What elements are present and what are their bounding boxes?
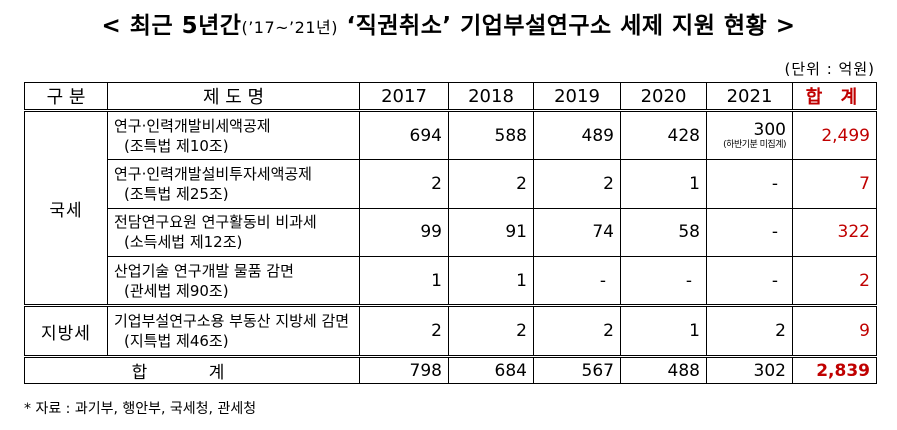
value-2019: - xyxy=(533,255,621,307)
system-law: (조특법 제25조) xyxy=(124,185,229,204)
value-2021: - xyxy=(706,255,793,307)
value-2018: 2 xyxy=(448,304,534,357)
system-law: (조특법 제10조) xyxy=(124,136,229,155)
header-year-2020: 2020 xyxy=(620,82,707,112)
system-name-cell: 산업기술 연구개발 물품 감면 (관세법 제90조) xyxy=(107,255,360,307)
value-2021: 2 xyxy=(706,304,793,357)
system-name: 전담연구요원 연구활동비 비과세 xyxy=(114,213,317,232)
value-2020: - xyxy=(620,255,707,307)
system-name: 연구·인력개발설비투자세액공제 xyxy=(114,165,312,184)
value-2021: - xyxy=(706,207,793,257)
system-name: 산업기술 연구개발 물품 감면 xyxy=(114,261,294,280)
value-2020: 1 xyxy=(620,304,707,357)
sum-total: 2,839 xyxy=(792,355,877,384)
value-2017: 694 xyxy=(359,109,449,161)
sum-2020: 488 xyxy=(620,355,707,384)
title-suffix: ‘직권취소’ 기업부설연구소 세제 지원 현황 > xyxy=(337,13,796,39)
value-2021: 300 xyxy=(753,120,786,141)
value-2021-note: (하반기분 미집계) xyxy=(723,140,786,151)
value-2020: 58 xyxy=(620,207,707,257)
table-row: 국세 연구·인력개발비세액공제 (조특법 제10조) 694 588 489 4… xyxy=(24,109,877,307)
tax-support-table: 구 분 제 도 명 2017 2018 2019 2020 2021 합 계 국… xyxy=(24,82,877,384)
source-note: * 자료 : 과기부, 행안부, 국세청, 관세청 xyxy=(24,401,257,417)
sum-label: 합 계 xyxy=(24,355,360,384)
value-2018: 1 xyxy=(448,255,534,307)
value-total: 7 xyxy=(792,159,877,209)
system-name-cell: 전담연구요원 연구활동비 비과세 (소득세법 제12조) xyxy=(107,207,360,257)
title-prefix: < 최근 5년간 xyxy=(101,13,242,39)
table-row: 전담연구요원 연구활동비 비과세 (소득세법 제12조) 99 91 74 58… xyxy=(25,207,877,257)
category-local-tax: 지방세 xyxy=(24,304,108,357)
value-2018: 2 xyxy=(448,159,534,209)
value-2018: 588 xyxy=(448,109,534,161)
sum-2018: 684 xyxy=(448,355,534,384)
value-2019: 2 xyxy=(533,159,621,209)
value-2020: 1 xyxy=(620,159,707,209)
header-system: 제 도 명 xyxy=(107,82,360,112)
value-2017: 99 xyxy=(359,207,449,257)
sum-2019: 567 xyxy=(533,355,621,384)
header-year-2018: 2018 xyxy=(448,82,534,112)
system-name-cell: 기업부설연구소용 부동산 지방세 감면 (지특법 제46조) xyxy=(107,304,360,357)
table-row: 연구·인력개발설비투자세액공제 (조특법 제25조) 2 2 2 1 - 7 xyxy=(25,159,877,209)
system-name: 기업부설연구소용 부동산 지방세 감면 xyxy=(114,312,350,331)
value-2021-cell: 300 (하반기분 미집계) xyxy=(706,109,793,161)
system-law: (지특법 제46조) xyxy=(124,332,229,351)
sum-2017: 798 xyxy=(359,355,449,384)
value-2020: 428 xyxy=(620,109,707,161)
header-row: 구 분 제 도 명 2017 2018 2019 2020 2021 합 계 xyxy=(24,82,877,112)
title-period: (’17~’21년) xyxy=(241,18,338,37)
category-national-tax: 국세 xyxy=(24,109,108,307)
value-2021: - xyxy=(706,159,793,209)
table-row: 산업기술 연구개발 물품 감면 (관세법 제90조) 1 1 - - - 2 xyxy=(25,255,877,307)
header-total: 합 계 xyxy=(792,82,877,112)
value-2019: 489 xyxy=(533,109,621,161)
value-2017: 2 xyxy=(359,159,449,209)
sum-2021: 302 xyxy=(706,355,793,384)
header-year-2019: 2019 xyxy=(533,82,621,112)
system-name-cell: 연구·인력개발설비투자세액공제 (조특법 제25조) xyxy=(107,159,360,209)
value-total: 2 xyxy=(792,255,877,307)
system-name-cell: 연구·인력개발비세액공제 (조특법 제10조) xyxy=(107,109,360,161)
unit-label: (단위 : 억원) xyxy=(784,60,875,78)
table-row: 지방세 기업부설연구소용 부동산 지방세 감면 (지특법 제46조) 2 2 2… xyxy=(24,304,877,357)
header-year-2021: 2021 xyxy=(706,82,793,112)
value-2017: 2 xyxy=(359,304,449,357)
value-total: 2,499 xyxy=(792,109,877,161)
value-2019: 74 xyxy=(533,207,621,257)
header-category: 구 분 xyxy=(24,82,108,112)
value-total: 322 xyxy=(792,207,877,257)
value-2017: 1 xyxy=(359,255,449,307)
system-law: (관세법 제90조) xyxy=(124,281,229,300)
system-law: (소득세법 제12조) xyxy=(124,233,243,252)
header-year-2017: 2017 xyxy=(359,82,449,112)
value-2018: 91 xyxy=(448,207,534,257)
page-title: < 최근 5년간(’17~’21년) ‘직권취소’ 기업부설연구소 세제 지원 … xyxy=(0,6,897,40)
value-total: 9 xyxy=(792,304,877,357)
sum-row: 합 계 798 684 567 488 302 2,839 xyxy=(24,355,877,384)
system-name: 연구·인력개발비세액공제 xyxy=(114,116,271,135)
value-2019: 2 xyxy=(533,304,621,357)
